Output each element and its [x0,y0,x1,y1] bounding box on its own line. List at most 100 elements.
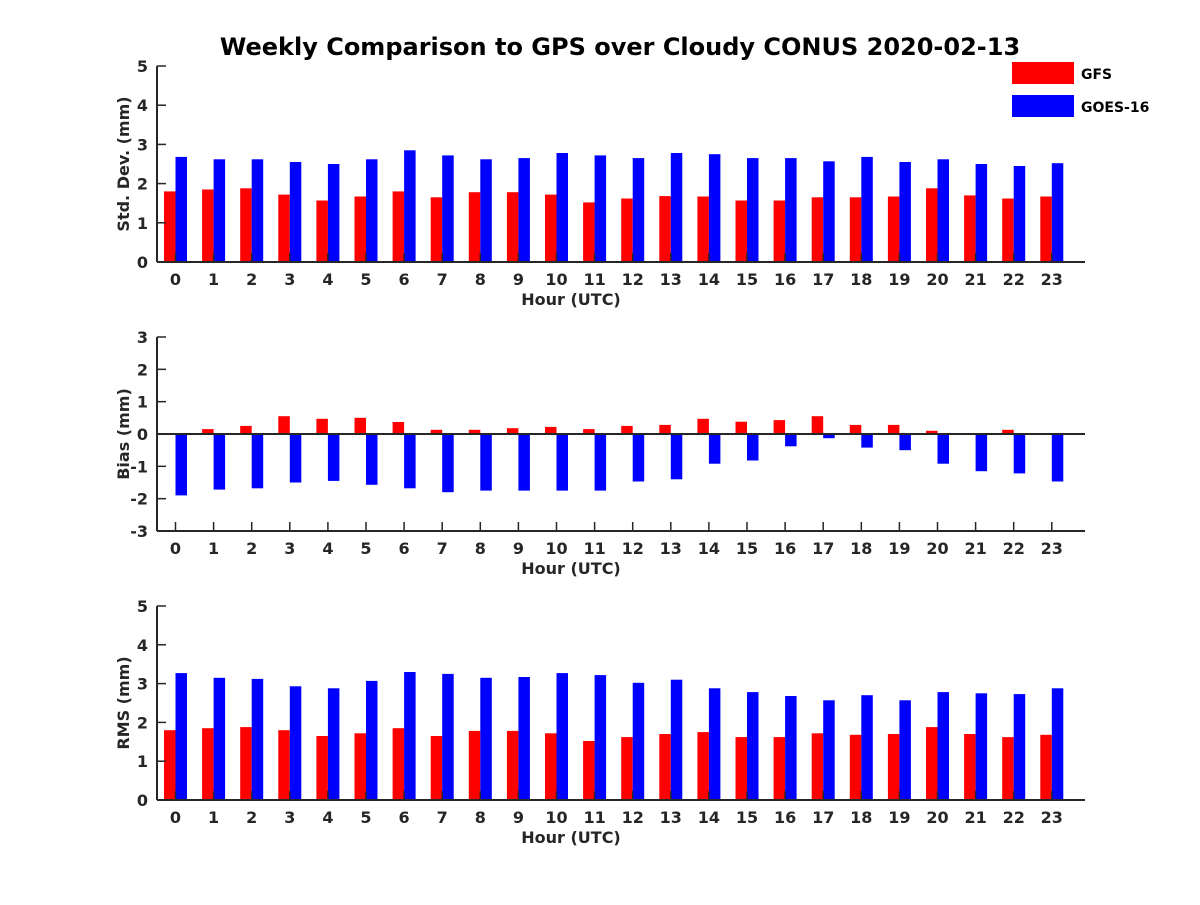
rms-gfs-bar-4 [316,736,328,800]
stddev-x-tick-label: 17 [812,270,834,289]
bias-x-tick-label: 16 [774,539,796,558]
stddev-y-tick-label: 4 [137,96,148,115]
rms-y-tick-label: 5 [137,597,148,616]
stddev-goes-16-bar-22 [1013,166,1026,262]
legend-swatch-goes-16 [1012,95,1074,117]
bias-goes-16-bar-21 [975,434,988,472]
bias-gfs-bar-10 [545,426,557,434]
stddev-x-tick-label: 9 [513,270,524,289]
stddev-goes-16-bar-1 [213,159,226,262]
bias-x-tick-label: 7 [437,539,448,558]
rms-gfs-bar-23 [1040,734,1052,800]
stddev-gfs-bar-13 [659,196,671,262]
bias-goes-16-bar-9 [518,434,530,491]
stddev-goes-16-bar-16 [785,158,797,262]
bias-x-tick-label: 1 [208,539,219,558]
rms-x-axis-label: Hour (UTC) [521,828,621,847]
rms-x-tick-label: 6 [399,808,410,827]
stddev-x-tick-label: 21 [964,270,986,289]
rms-x-tick-label: 19 [888,808,910,827]
bias-x-axis-label: Hour (UTC) [521,559,621,578]
rms-x-tick-label: 21 [964,808,986,827]
bias-x-tick-label: 14 [698,539,720,558]
stddev-goes-16-bar-19 [899,162,911,262]
rms-gfs-bar-20 [926,727,938,800]
rms-goes-16-bar-3 [289,686,302,800]
bias-goes-16-bar-22 [1013,434,1026,474]
stddev-x-tick-label: 14 [698,270,720,289]
stddev-gfs-bar-20 [926,188,938,262]
bias-goes-16-bar-18 [861,434,873,448]
rms-x-tick-label: 9 [513,808,524,827]
bias-gfs-bar-18 [849,424,862,434]
rms-gfs-bar-16 [773,737,786,800]
bias-goes-16-bar-23 [1051,434,1064,482]
rms-goes-16-bar-23 [1051,688,1064,800]
stddev-x-tick-label: 16 [774,270,796,289]
rms-gfs-bar-14 [697,732,709,800]
stddev-goes-16-bar-3 [289,162,302,262]
rms-gfs-bar-6 [392,728,405,800]
rms-x-tick-label: 1 [208,808,219,827]
bias-goes-16-bar-10 [556,434,568,491]
stddev-goes-16-bar-13 [670,153,683,262]
rms-goes-16-bar-15 [747,692,759,800]
bias-goes-16-bar-16 [785,434,797,447]
stddev-gfs-bar-2 [240,188,252,262]
bias-gfs-bar-12 [621,425,633,434]
rms-goes-16-bar-12 [632,682,645,800]
rms-x-tick-label: 7 [437,808,448,827]
rms-goes-16-bar-13 [670,679,683,800]
stddev-gfs-bar-6 [392,191,405,262]
stddev-gfs-bar-10 [545,194,557,262]
stddev-goes-16-bar-10 [556,153,568,262]
stddev-y-tick-label: 2 [137,175,148,194]
rms-goes-16-bar-6 [404,672,416,800]
bias-goes-16-bar-20 [937,434,949,464]
bias-x-tick-label: 4 [322,539,333,558]
rms-gfs-bar-9 [506,730,519,800]
legend-label-goes-16: GOES-16 [1081,100,1149,116]
rms-gfs-bar-11 [583,741,595,800]
stddev-x-tick-label: 22 [1003,270,1025,289]
bias-gfs-bar-14 [697,418,709,434]
rms-gfs-bar-0 [164,730,176,800]
rms-x-tick-label: 4 [322,808,333,827]
stddev-goes-16-bar-14 [708,154,721,262]
stddev-y-axis-label: Std. Dev. (mm) [114,96,133,231]
rms-goes-16-bar-5 [366,680,378,800]
bias-y-tick-label: 1 [137,393,148,412]
stddev-gfs-bar-8 [468,192,481,262]
stddev-goes-16-bar-5 [366,159,378,262]
stddev-x-tick-label: 19 [888,270,910,289]
rms-x-tick-label: 13 [660,808,682,827]
bias-x-tick-label: 17 [812,539,834,558]
bias-x-tick-label: 8 [475,539,486,558]
stddev-gfs-bar-15 [735,200,747,262]
bias-goes-16-bar-14 [708,434,721,464]
bias-y-tick-label: -1 [130,457,148,476]
rms-goes-16-bar-7 [442,673,454,800]
bias-goes-16-bar-7 [442,434,454,493]
bias-gfs-bar-2 [240,425,252,434]
rms-goes-16-bar-14 [708,688,721,800]
stddev-gfs-bar-23 [1040,196,1052,262]
bias-gfs-bar-20 [926,430,938,434]
chart-legend: GFS GOES-16 [1012,62,1149,117]
rms-x-tick-label: 0 [170,808,181,827]
bias-x-tick-label: 20 [926,539,948,558]
stddev-gfs-bar-7 [430,197,443,262]
stddev-x-tick-label: 1 [208,270,219,289]
stddev-goes-16-bar-11 [594,155,607,262]
rms-gfs-bar-7 [430,736,443,800]
bias-x-tick-label: 18 [850,539,872,558]
rms-gfs-bar-21 [964,734,976,800]
rms-gfs-bar-22 [1002,737,1014,800]
bias-goes-16-bar-0 [175,434,187,496]
stddev-x-tick-label: 2 [246,270,257,289]
stddev-gfs-bar-21 [964,195,976,262]
stddev-x-tick-label: 18 [850,270,872,289]
rms-gfs-bar-17 [811,733,824,800]
